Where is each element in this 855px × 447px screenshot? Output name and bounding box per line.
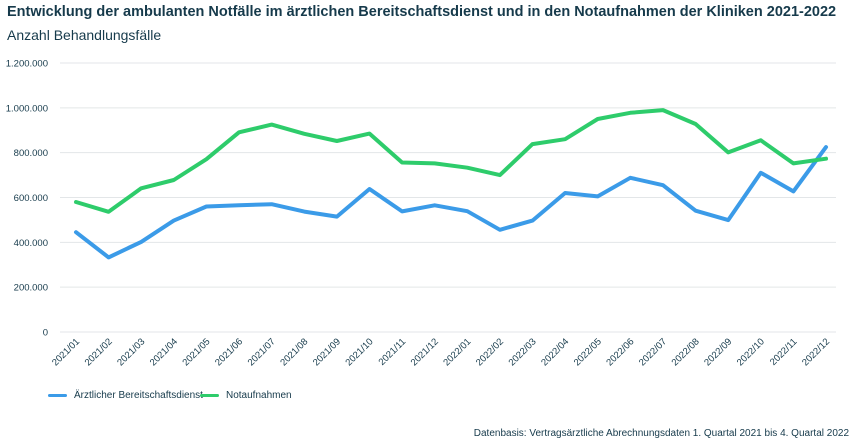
x-tick-label: 2021/02 xyxy=(83,336,115,368)
y-tick-label: 0 xyxy=(43,328,48,339)
y-tick-label: 600.000 xyxy=(14,193,48,204)
x-tick-label: 2021/03 xyxy=(115,336,147,368)
x-tick-label: 2022/09 xyxy=(702,336,734,368)
x-tick-label: 2021/12 xyxy=(409,336,441,368)
x-tick-label: 2022/06 xyxy=(604,336,636,368)
legend-item-bereitschaftsdienst: Ärztlicher Bereitschaftsdienst xyxy=(48,390,203,401)
x-tick-label: 2021/05 xyxy=(180,336,212,368)
series-line-1 xyxy=(74,108,828,214)
grid-lines xyxy=(60,62,836,333)
x-tick-label: 2022/07 xyxy=(637,336,669,368)
y-tick-label: 1.000.000 xyxy=(6,103,48,114)
y-tick-label: 1.200.000 xyxy=(6,59,48,70)
chart-title: Entwicklung der ambulanten Notfälle im ä… xyxy=(7,4,837,20)
x-tick-label: 2022/08 xyxy=(670,336,702,368)
x-tick-label: 2022/11 xyxy=(768,336,800,368)
legend-label-notaufnahmen: Notaufnahmen xyxy=(226,390,292,401)
x-tick-label: 2021/11 xyxy=(377,336,409,368)
x-tick-label: 2022/04 xyxy=(539,336,571,368)
x-tick-label: 2021/07 xyxy=(246,336,278,368)
y-tick-label: 400.000 xyxy=(14,238,48,249)
legend-swatch-notaufnahmen xyxy=(200,394,219,397)
legend-label-bereitschaftsdienst: Ärztlicher Bereitschaftsdienst xyxy=(74,390,203,401)
y-tick-label: 800.000 xyxy=(14,148,48,159)
y-axis-ticks: 0 200.000 400.000 600.000 800.000 1.000.000 1.… xyxy=(6,59,48,339)
x-tick-label: 2022/10 xyxy=(735,336,767,368)
x-axis-ticks: 2021/01 2021/02 2021/03 2021/04 2021/05 2021/… xyxy=(50,336,832,368)
x-tick-label: 2022/12 xyxy=(800,336,832,368)
x-tick-label: 2021/04 xyxy=(148,336,180,368)
legend-swatch-bereitschaftsdienst xyxy=(48,394,67,397)
chart-subtitle: Anzahl Behandlungsfälle xyxy=(7,27,162,43)
x-tick-label: 2022/05 xyxy=(572,336,604,368)
x-tick-label: 2022/02 xyxy=(474,336,506,368)
series-line-0 xyxy=(74,145,828,260)
x-tick-label: 2021/09 xyxy=(311,336,343,368)
x-tick-label: 2021/08 xyxy=(278,336,310,368)
x-tick-label: 2021/10 xyxy=(344,336,376,368)
x-tick-label: 2021/01 xyxy=(50,336,82,368)
x-tick-label: 2022/03 xyxy=(507,336,539,368)
y-tick-label: 200.000 xyxy=(14,283,48,294)
data-source-note: Datenbasis: Vertragsärztliche Abrechnung… xyxy=(473,428,849,439)
x-tick-label: 2022/01 xyxy=(441,336,473,368)
x-tick-label: 2021/06 xyxy=(213,336,245,368)
legend-item-notaufnahmen: Notaufnahmen xyxy=(200,390,292,401)
series-lines xyxy=(74,108,828,260)
